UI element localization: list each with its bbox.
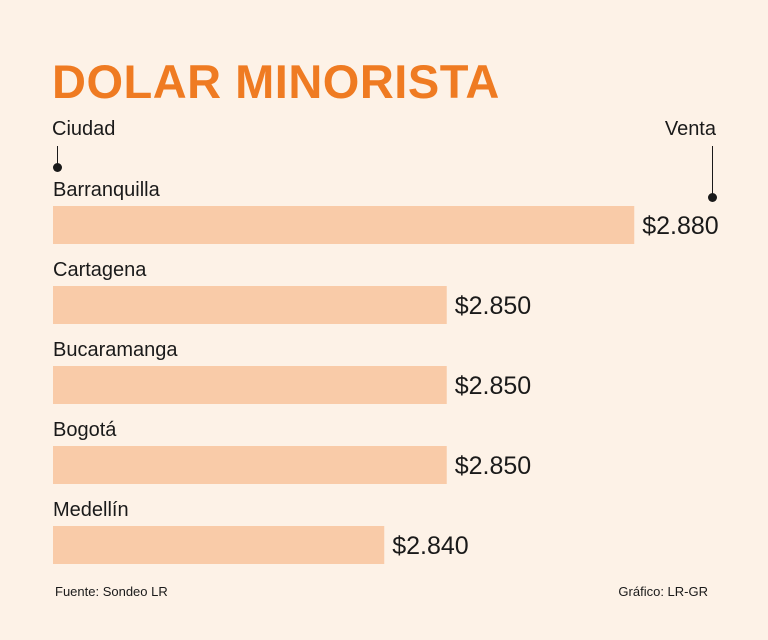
value-label: $2.850: [455, 452, 531, 480]
bar: [53, 366, 447, 404]
sale-header-marker-line: [712, 146, 713, 196]
bar: [53, 286, 447, 324]
city-header-marker-dot: [53, 163, 62, 172]
value-label: $2.840: [392, 532, 468, 560]
city-header-marker-line: [57, 146, 58, 166]
category-label: Cartagena: [53, 259, 147, 281]
chart-title: DOLAR MINORISTA: [52, 55, 500, 108]
city-column-header: Ciudad: [52, 118, 116, 140]
bar: [53, 526, 385, 564]
graphic-credit: Gráfico: LR-GR: [618, 584, 708, 599]
value-label: $2.880: [642, 212, 718, 240]
sale-header-marker-dot: [708, 193, 717, 202]
value-label: $2.850: [455, 372, 531, 400]
bar: [53, 446, 447, 484]
category-label: Bucaramanga: [53, 339, 178, 361]
category-label: Medellín: [53, 499, 129, 521]
category-label: Barranquilla: [53, 179, 161, 201]
value-label: $2.850: [455, 292, 531, 320]
sale-column-header: Venta: [664, 118, 716, 140]
category-label: Bogotá: [53, 419, 117, 441]
source-note: Fuente: Sondeo LR: [55, 584, 168, 599]
bar: [53, 206, 635, 244]
